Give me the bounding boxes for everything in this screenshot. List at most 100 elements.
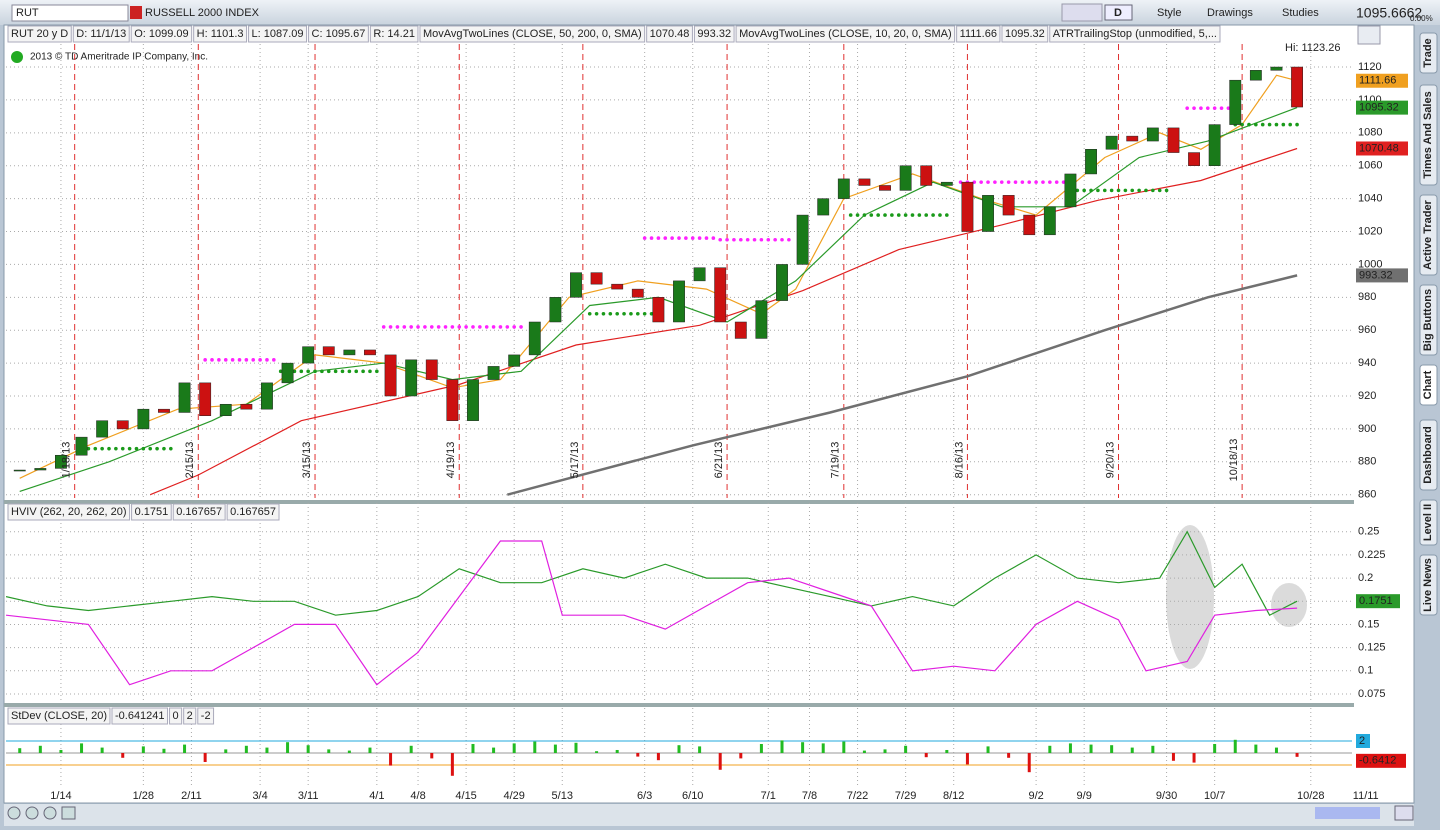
stop-dot (986, 180, 990, 184)
stop-dot (732, 237, 736, 242)
candle (528, 321, 541, 356)
quote-field: R: 14.21 (373, 28, 415, 40)
panel (18, 739, 1299, 776)
candle (199, 382, 212, 417)
bar (739, 752, 743, 759)
bar (183, 744, 187, 753)
stop-dot (258, 358, 262, 362)
bar (1110, 745, 1114, 753)
study-value: 993.32 (697, 28, 731, 40)
side-tab-label[interactable]: Big Buttons (1422, 289, 1434, 351)
chart-settings[interactable] (1357, 25, 1381, 45)
stop-dot (361, 369, 365, 374)
candle (322, 346, 335, 356)
stop-dot (141, 446, 146, 451)
y-tick-label: 980 (1358, 291, 1376, 303)
side-tab-label[interactable]: Times And Sales (1422, 91, 1434, 178)
stop-dot (903, 213, 908, 217)
side-tab[interactable] (1419, 194, 1438, 276)
bar (883, 749, 887, 753)
zoom-controls[interactable] (7, 806, 76, 820)
aggregation[interactable]: D (1114, 7, 1122, 19)
bar (306, 745, 310, 753)
stop-dot (265, 358, 269, 362)
stop-dot (896, 213, 901, 217)
symbol-icon[interactable] (130, 6, 142, 19)
side-tab-label[interactable]: Trade (1422, 38, 1434, 67)
stop-dot (958, 180, 963, 184)
stop-dot (381, 325, 386, 329)
candle (858, 178, 871, 186)
study-value: 2 (187, 710, 193, 722)
candle (693, 267, 706, 282)
y-tick-label: 1060 (1358, 160, 1382, 172)
stop-dot (1151, 188, 1155, 193)
stop-dot (1295, 122, 1299, 127)
candle (1126, 135, 1139, 142)
side-tab-label[interactable]: Dashboard (1422, 426, 1434, 483)
stop-dot (402, 325, 407, 329)
header-box (369, 25, 419, 43)
candle (1023, 214, 1036, 236)
bar (347, 750, 351, 753)
stop-dot (1089, 188, 1093, 193)
symbol-box[interactable] (11, 4, 129, 22)
stop-dot (704, 236, 709, 240)
style-button[interactable]: Style (1157, 7, 1181, 19)
symbol[interactable]: RUT (16, 7, 39, 19)
bar (842, 741, 846, 753)
bar (265, 747, 269, 753)
side-tab-label[interactable]: Chart (1422, 370, 1434, 399)
scroll-button[interactable] (1394, 805, 1414, 821)
scrollbar[interactable] (1315, 807, 1380, 819)
study-label: MovAvgTwoLines (CLOSE, 50, 200, 0, SMA) (423, 28, 642, 40)
bar (492, 747, 496, 753)
bar (698, 746, 702, 753)
aggregation-button[interactable] (1104, 4, 1133, 21)
price-tag (1356, 100, 1408, 115)
stop-dot (210, 358, 214, 362)
bar (244, 745, 248, 753)
side-tab[interactable] (1419, 364, 1438, 406)
candle (405, 359, 418, 397)
side-tab[interactable] (1419, 419, 1438, 491)
stop-dot (876, 213, 880, 217)
y-tick-label: 960 (1358, 324, 1376, 336)
side-tab[interactable] (1419, 284, 1438, 356)
candle (714, 267, 727, 323)
bar (780, 740, 784, 753)
stop-dot (272, 358, 276, 362)
side-tab[interactable] (1419, 554, 1438, 616)
stop-dot (759, 237, 764, 242)
stop-dot (917, 213, 922, 217)
bar (327, 749, 331, 753)
stop-dot (223, 358, 228, 362)
bar (965, 752, 969, 765)
stop-dot (663, 236, 668, 240)
studies-button[interactable]: Studies (1282, 7, 1319, 19)
bar (1192, 752, 1196, 763)
stop-dot (498, 325, 503, 329)
candle (1064, 173, 1077, 208)
bar (677, 745, 681, 753)
info-icon[interactable] (11, 51, 23, 63)
side-tab[interactable] (1419, 499, 1438, 546)
x-tick-label: 11/11 (1353, 790, 1379, 802)
tool-icons[interactable] (1061, 3, 1103, 22)
study-title: StDev (CLOSE, 20) (11, 710, 107, 722)
stop-dot (169, 446, 173, 451)
side-tab-label[interactable]: Active Trader (1422, 199, 1434, 269)
candle (817, 198, 830, 216)
y-tick-label: 0.15 (1358, 618, 1379, 630)
study-value: 0.1751 (135, 506, 169, 518)
study-value: 1111.66 (960, 28, 997, 40)
side-tab-label[interactable]: Level II (1422, 504, 1434, 541)
header-box (735, 25, 956, 43)
stop-dot (739, 237, 743, 242)
side-tab-label[interactable]: Live News (1422, 558, 1434, 612)
side-tab[interactable] (1419, 32, 1438, 74)
side-tab[interactable] (1419, 84, 1438, 186)
drawings-button[interactable]: Drawings (1207, 7, 1253, 19)
stop-dot (677, 236, 681, 240)
y-tick-label: 0.125 (1358, 642, 1386, 654)
